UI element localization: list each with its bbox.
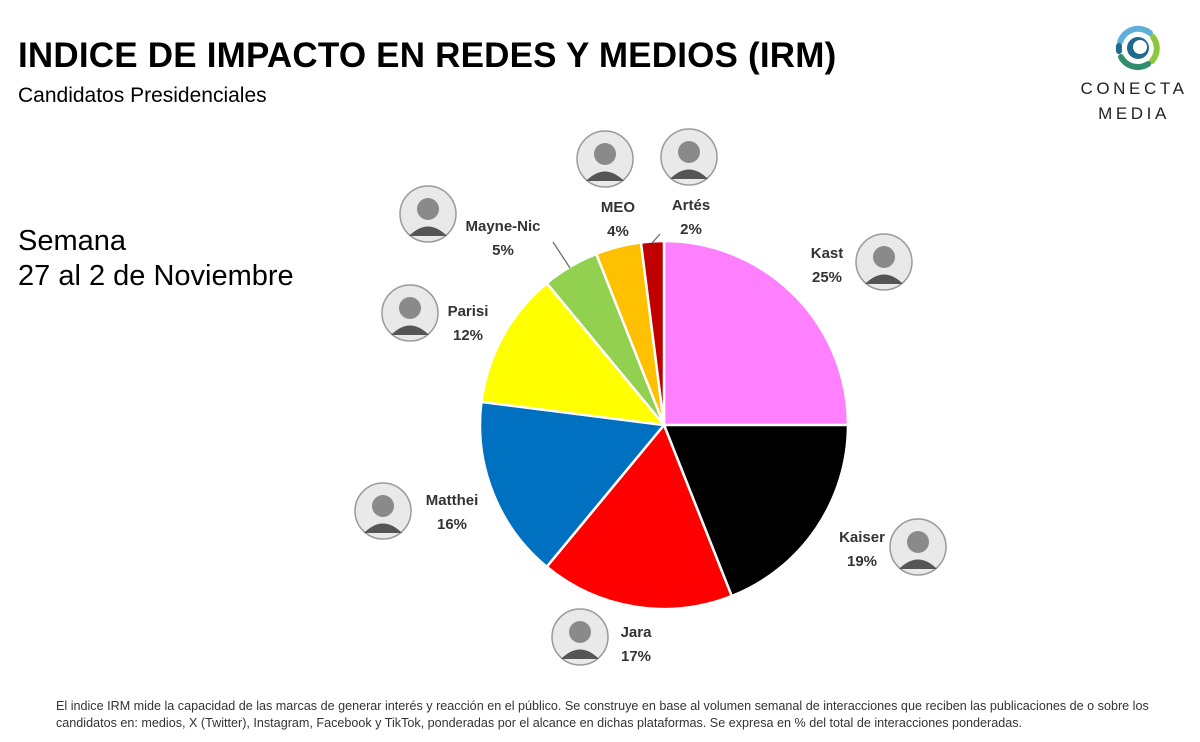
slice-label-jara: Jara [621, 624, 653, 641]
slice-label-mayne-nic: Mayne-Nic [465, 218, 540, 235]
period-line-1: Semana [18, 225, 127, 257]
avatar-kast [855, 233, 913, 291]
logo-line-2: MEDIA [1098, 104, 1170, 123]
slice-value-kaiser: 19% [847, 553, 877, 570]
logo-text: CONECTA MEDIA [1068, 76, 1200, 126]
slice-value-meo: 4% [607, 223, 629, 240]
pie-slice-matthei [478, 400, 667, 569]
slice-value-mayne-nic: 5% [492, 242, 514, 259]
pie-slice-kaiser [662, 423, 850, 598]
slice-label-parisi: Parisi [448, 303, 489, 320]
pie-slice-kast [662, 239, 850, 427]
avatar-parisi [381, 284, 439, 342]
slice-value-kast: 25% [812, 269, 842, 286]
slice-label-kast: Kast [811, 245, 844, 262]
slice-label-kaiser: Kaiser [839, 529, 885, 546]
avatar-art-s [660, 128, 718, 186]
avatar-meo [576, 130, 634, 188]
slice-label-art-s: Artés [672, 197, 710, 214]
page-title: INDICE DE IMPACTO EN REDES Y MEDIOS (IRM… [18, 36, 837, 75]
logo-line-1: CONECTA [1080, 79, 1188, 98]
leader-line-artes [651, 233, 661, 244]
avatar-matthei [354, 482, 412, 540]
conecta-media-logo-icon [1115, 25, 1160, 70]
slice-value-jara: 17% [621, 648, 651, 665]
footnote: El indice IRM mide la capacidad de las m… [56, 699, 1149, 730]
slice-value-art-s: 2% [680, 221, 702, 238]
avatar-jara [551, 608, 609, 666]
pie-slice-art-s [639, 239, 666, 426]
slice-value-parisi: 12% [453, 327, 483, 344]
period-label: Semana 27 al 2 de Noviembre [18, 224, 294, 294]
page-subtitle: Candidatos Presidenciales [18, 84, 267, 107]
period-line-2: 27 al 2 de Noviembre [18, 260, 294, 292]
avatar-mayne-nic [399, 185, 457, 243]
avatar-kaiser [889, 518, 947, 576]
slice-label-meo: MEO [601, 199, 636, 216]
slice-label-matthei: Matthei [426, 492, 479, 509]
pie-slice-jara [544, 422, 734, 611]
pie-slice-parisi [480, 281, 667, 427]
leader-line-mayne-nic [552, 241, 571, 269]
slice-value-matthei: 16% [437, 516, 467, 533]
